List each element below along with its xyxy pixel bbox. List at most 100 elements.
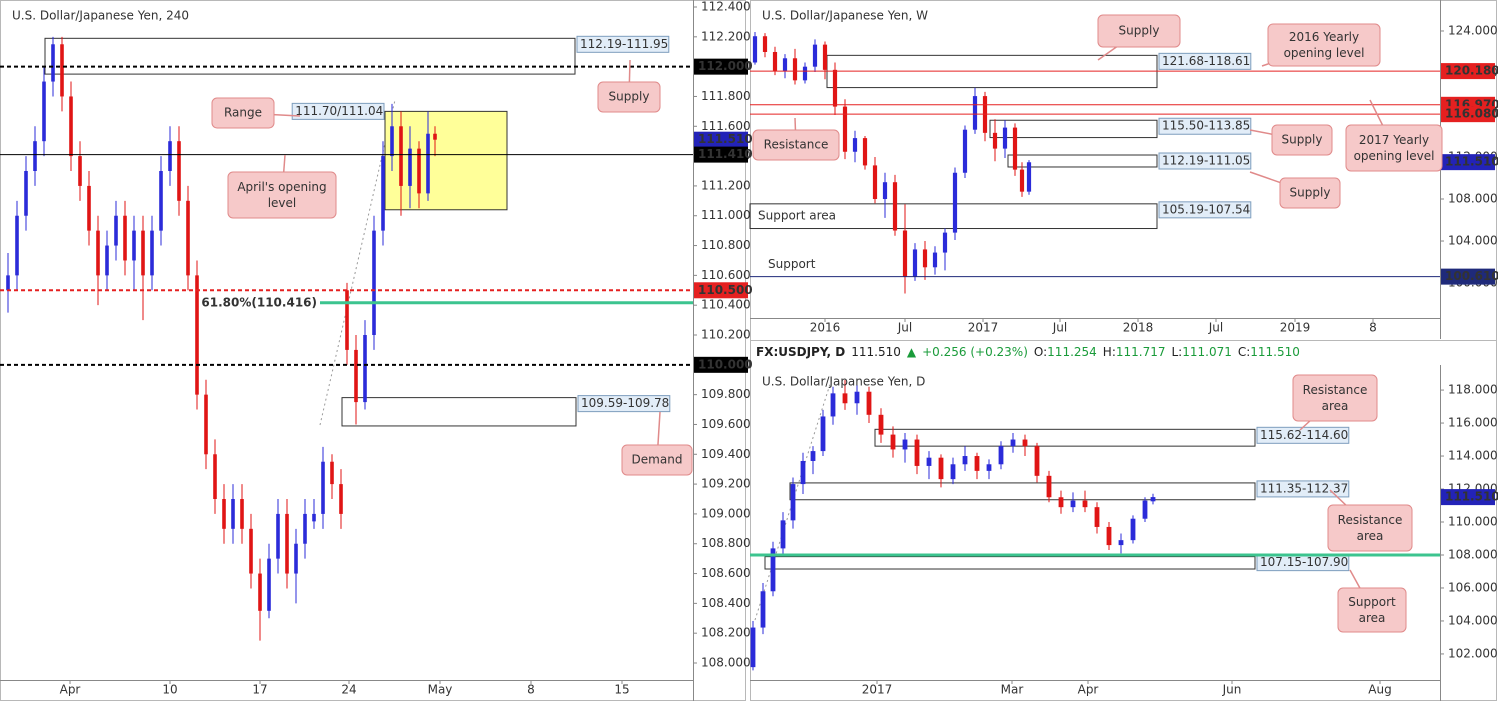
candle-body xyxy=(354,349,358,403)
price-label-box xyxy=(694,356,748,373)
quote-part: C: xyxy=(1238,345,1250,359)
chart-title: U.S. Dollar/Japanese Yen, 240 xyxy=(12,9,189,23)
candle-body xyxy=(872,165,878,200)
candle-body xyxy=(381,156,385,231)
candle-body xyxy=(878,414,884,435)
candle-body xyxy=(258,573,262,611)
candle-body xyxy=(962,129,968,173)
candle-body xyxy=(150,230,154,276)
x-tick-label: May xyxy=(428,683,453,697)
callout xyxy=(1097,14,1181,48)
callout-text: Demand xyxy=(632,453,683,467)
candle-body xyxy=(812,44,818,67)
candle-body xyxy=(782,58,788,71)
candle-body xyxy=(42,81,46,142)
zone xyxy=(44,37,576,75)
candle-body xyxy=(330,461,334,485)
fib-trendline xyxy=(319,99,396,426)
quote-part: 111.510 xyxy=(1250,345,1300,359)
candle-body xyxy=(213,454,217,500)
price-label-box xyxy=(694,58,748,75)
callout-text: Resistance area xyxy=(1303,383,1368,413)
candle-body xyxy=(132,230,136,261)
x-tick-label: 10 xyxy=(162,683,177,697)
price-label-box xyxy=(1441,63,1495,80)
candle-body xyxy=(159,171,163,231)
y-tick-label: 108.200 xyxy=(701,626,751,640)
callout-text: Supply xyxy=(1282,133,1323,147)
candle-body xyxy=(231,499,235,529)
zone-label-box xyxy=(576,35,670,53)
price-label: 111.410 xyxy=(698,147,753,161)
x-tick-label: Jul xyxy=(897,321,912,335)
y-tick-label: 111.200 xyxy=(701,178,751,192)
quote-part: O: xyxy=(1034,345,1047,359)
candle-body xyxy=(986,464,992,471)
candle-body xyxy=(890,434,896,450)
x-tick-label: Aug xyxy=(1368,683,1391,697)
zone xyxy=(874,428,1256,447)
callout-text: Range xyxy=(224,106,262,120)
candle-body xyxy=(1034,446,1040,476)
candle-body xyxy=(1094,507,1100,527)
candle-body xyxy=(345,290,349,350)
candle-body xyxy=(1142,500,1148,519)
y-tick-label: 110.200 xyxy=(701,328,751,342)
candle-body xyxy=(1118,540,1124,546)
x-tick-label: 15 xyxy=(614,683,629,697)
candle-body xyxy=(914,439,920,466)
candle-body xyxy=(912,249,918,277)
callout xyxy=(597,81,661,113)
candle-body xyxy=(1070,500,1076,508)
candle-body xyxy=(854,391,860,404)
x-tick-label: 2017 xyxy=(968,321,999,335)
candle-body xyxy=(276,513,280,559)
candle-body xyxy=(832,69,838,107)
candle-body xyxy=(168,141,172,172)
candle-body xyxy=(51,44,55,82)
candle-body xyxy=(408,148,412,186)
candle-body xyxy=(267,558,271,611)
candle-body xyxy=(312,513,316,522)
price-label: 120.180 xyxy=(1445,64,1498,78)
candle-body xyxy=(240,499,244,529)
candle-body xyxy=(105,245,109,276)
candle-body xyxy=(24,171,28,216)
candle-body xyxy=(249,528,253,574)
candle-body xyxy=(6,275,10,291)
candle-body xyxy=(1012,127,1018,170)
candle-body xyxy=(1010,439,1016,447)
candle-body xyxy=(177,141,181,201)
zone-name: Support area xyxy=(758,208,836,222)
x-tick-label: Jul xyxy=(1208,321,1223,335)
callout xyxy=(1327,504,1413,552)
candle-body xyxy=(339,484,343,514)
candle-body xyxy=(87,185,91,231)
price-label: 112.000 xyxy=(698,59,753,73)
zone-label: 109.59-109.78 xyxy=(581,396,669,410)
y-tick-label: 112.400 xyxy=(701,0,751,14)
zone xyxy=(764,556,1256,570)
callout-text: Support area xyxy=(1348,595,1396,625)
x-tick-label: 24 xyxy=(341,683,356,697)
candle-body xyxy=(820,416,826,452)
y-tick-label: 111.000 xyxy=(701,208,751,222)
candle-body xyxy=(866,391,872,415)
x-tick-label: 2018 xyxy=(1123,321,1154,335)
candle-body xyxy=(852,138,858,152)
candle-body xyxy=(1019,169,1025,192)
zone-label-box xyxy=(577,395,671,413)
callout xyxy=(1267,23,1381,67)
candle-body xyxy=(1026,162,1032,192)
x-tick-label: Mar xyxy=(1001,683,1024,697)
candle-body xyxy=(1150,497,1156,502)
callout-text: April's opening level xyxy=(237,180,326,210)
candle-body xyxy=(800,460,806,485)
callout-text: Supply xyxy=(1290,186,1331,200)
y-tick-label: 109.800 xyxy=(701,387,751,401)
y-tick-label: 114.000 xyxy=(1448,449,1498,463)
candle-body xyxy=(810,451,816,461)
callout xyxy=(752,129,840,161)
y-tick-label: 104.000 xyxy=(1448,234,1498,248)
zone xyxy=(341,397,577,427)
